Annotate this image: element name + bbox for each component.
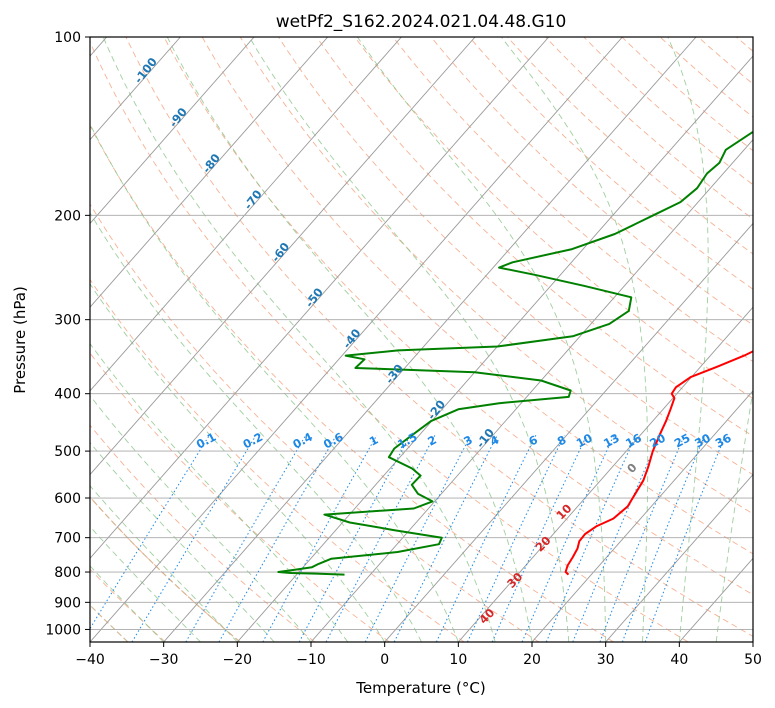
y-axis: 100 200 300 400 500 600 700 800 900 1000 xyxy=(45,30,90,638)
moist-adiabat xyxy=(715,387,753,642)
mixing-ratio-line xyxy=(262,434,378,642)
chart-title: wetPf2_S162.2024.021.04.48.G10 xyxy=(276,12,567,32)
x-axis: −40 −30 −20 −10 0 10 20 30 40 50 xyxy=(75,642,762,668)
x-tick-label: 50 xyxy=(744,652,762,668)
dry-adiabat xyxy=(90,352,390,642)
isotherm xyxy=(605,473,753,642)
isotherm xyxy=(90,37,550,559)
isotherm xyxy=(384,222,753,642)
x-tick-label: −40 xyxy=(75,652,105,668)
dry-adiabat xyxy=(354,37,753,400)
x-tick-label: 40 xyxy=(670,652,688,668)
x-tick-label: 0 xyxy=(380,652,389,668)
y-tick-label: 500 xyxy=(54,444,81,460)
temperature-line xyxy=(564,350,753,576)
mixing-ratio-line xyxy=(131,434,257,642)
mixing-ratio-label: 13 xyxy=(601,431,622,451)
y-tick-label: 200 xyxy=(54,208,81,224)
dry-adiabat xyxy=(392,37,753,363)
data-series xyxy=(277,131,753,576)
moist-adiabat xyxy=(102,37,496,642)
background-reference-lines xyxy=(90,37,753,642)
isotherm xyxy=(90,37,402,392)
y-tick-label: 300 xyxy=(54,313,81,329)
dry-adiabat xyxy=(90,203,540,642)
mixing-ratio-line xyxy=(90,434,210,630)
y-tick-label: 900 xyxy=(54,595,81,611)
moist-adiabat xyxy=(90,485,238,642)
moist-adiabat xyxy=(249,37,570,642)
mixing-ratio-label: 36 xyxy=(713,431,734,451)
x-tick-label: −20 xyxy=(223,652,253,668)
isotherm xyxy=(90,37,255,225)
mixing-ratio-line xyxy=(621,435,706,642)
mixing-ratio-label: 10 xyxy=(574,431,595,451)
moist-adiabat xyxy=(90,212,422,642)
moist-adiabat xyxy=(90,283,386,642)
moist-adiabat xyxy=(166,37,533,642)
moist-adiabat xyxy=(90,342,349,642)
mixing-ratio-line xyxy=(545,434,637,642)
moist-adiabat xyxy=(90,123,459,642)
x-tick-label: 20 xyxy=(523,652,541,668)
moist-adiabat xyxy=(667,37,709,642)
dry-adiabat xyxy=(468,37,753,290)
dry-adiabat xyxy=(90,124,614,642)
isotherm xyxy=(163,37,697,642)
x-axis-label: Temperature (°C) xyxy=(355,679,485,697)
isotherm xyxy=(90,37,329,308)
dry-adiabat xyxy=(90,41,689,642)
y-axis-label: Pressure (hPa) xyxy=(11,286,29,394)
mixing-ratio-label: 25 xyxy=(672,431,693,451)
dewpoint-line xyxy=(277,131,753,576)
mixing-ratio-line xyxy=(491,434,588,642)
reference-curve xyxy=(90,496,241,642)
dry-adiabat xyxy=(201,37,753,555)
x-tick-label: −10 xyxy=(296,652,326,668)
mixing-ratio-line xyxy=(599,434,685,642)
isotherm xyxy=(90,37,623,642)
mixing-ratio-label: 20 xyxy=(647,431,668,451)
dry-adiabat xyxy=(430,37,753,326)
y-tick-label: 800 xyxy=(54,565,81,581)
plot-frame xyxy=(89,36,754,643)
y-tick-label: 1000 xyxy=(45,622,81,638)
dry-adiabat xyxy=(316,37,753,437)
isotherm xyxy=(90,37,181,141)
dry-adiabat xyxy=(621,37,753,152)
dry-adiabat xyxy=(163,37,753,596)
y-tick-label: 600 xyxy=(54,491,81,507)
mixing-ratio-line xyxy=(298,434,411,642)
dry-adiabat xyxy=(583,37,753,186)
mixing-ratio-line xyxy=(325,434,436,642)
y-tick-label: 400 xyxy=(54,387,81,403)
x-tick-label: 10 xyxy=(449,652,467,668)
isotherm xyxy=(457,306,753,642)
x-tick-label: 30 xyxy=(597,652,615,668)
y-tick-label: 700 xyxy=(54,531,81,547)
mixing-ratio-line xyxy=(393,434,498,642)
moist-adiabat xyxy=(90,441,275,642)
dry-adiabat xyxy=(90,424,315,642)
dry-adiabat xyxy=(125,37,753,637)
mixing-ratio-line xyxy=(521,434,615,642)
isotherm xyxy=(90,37,476,476)
moist-adiabat xyxy=(357,37,607,642)
dry-adiabat xyxy=(239,37,753,515)
isotherm xyxy=(236,55,753,642)
mixing-ratio-line xyxy=(364,434,472,642)
isotherm xyxy=(531,390,753,642)
mixing-ratio-line xyxy=(572,434,661,642)
mixing-ratio-label: 30 xyxy=(692,431,713,451)
mixing-ratio-label: 16 xyxy=(623,431,644,451)
mixing-ratio-line xyxy=(644,435,726,642)
y-tick-label: 100 xyxy=(54,30,81,46)
moist-adiabat xyxy=(500,37,649,642)
x-tick-label: −30 xyxy=(149,652,179,668)
isotherm xyxy=(310,139,753,642)
